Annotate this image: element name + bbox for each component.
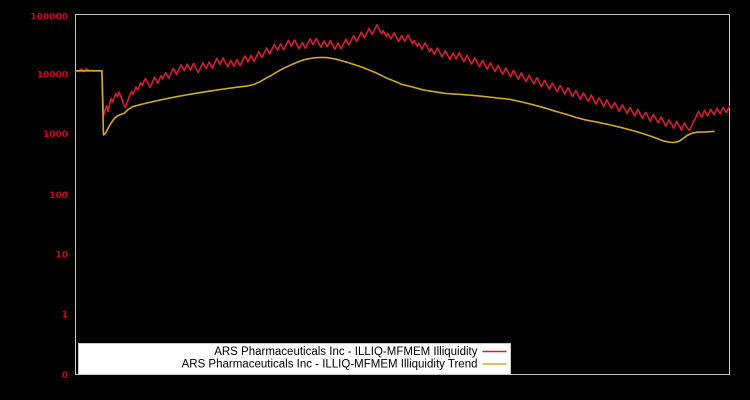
y-axis-tick-label: 100 <box>49 191 68 201</box>
y-axis-tick-label: 100000 <box>30 13 68 23</box>
y-axis-tick-label: 1 <box>62 310 68 320</box>
series-line-illiquidity-trend <box>74 56 715 144</box>
legend-box <box>78 343 511 375</box>
series-lines <box>74 24 731 144</box>
y-axis-tick-label: 0 <box>62 371 68 381</box>
legend-entry-label[interactable]: ARS Pharmaceuticals Inc - ILLIQ-MFMEM Il… <box>214 346 478 358</box>
y-axis-tick-label: 1000 <box>43 130 68 140</box>
legend-entry-label[interactable]: ARS Pharmaceuticals Inc - ILLIQ-MFMEM Il… <box>182 359 478 371</box>
series-line-illiquidity <box>74 24 731 132</box>
y-axis-tick-label: 10000 <box>37 70 68 80</box>
y-axis-tick-label: 10 <box>55 251 68 261</box>
chart-legend[interactable]: ARS Pharmaceuticals Inc - ILLIQ-MFMEM Il… <box>78 343 511 375</box>
